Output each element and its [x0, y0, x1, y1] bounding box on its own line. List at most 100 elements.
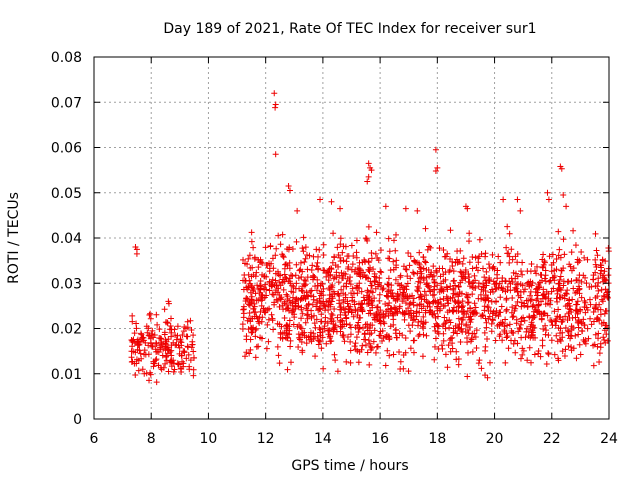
data-point-marker [438, 287, 445, 294]
data-point-marker [558, 165, 565, 172]
data-point-marker [156, 342, 163, 349]
data-point-marker [491, 281, 498, 288]
data-point-marker [463, 291, 470, 298]
data-point-marker [565, 328, 572, 335]
data-point-marker [325, 331, 332, 338]
data-point-marker [567, 335, 574, 342]
data-point-marker [518, 303, 525, 310]
data-point-marker [440, 337, 447, 344]
data-point-marker [371, 270, 378, 277]
data-point-marker [557, 314, 564, 321]
data-point-marker [535, 302, 542, 309]
data-point-marker [600, 292, 607, 299]
data-point-marker [506, 278, 513, 285]
data-point-marker [555, 325, 562, 332]
data-point-marker [592, 331, 599, 338]
data-point-marker [492, 337, 499, 344]
data-point-marker [416, 331, 423, 338]
data-point-marker [432, 327, 439, 334]
data-point-marker [478, 365, 485, 372]
data-point-marker [394, 308, 401, 315]
data-point-marker [526, 344, 533, 351]
data-point-marker [161, 306, 168, 313]
data-point-marker [384, 293, 391, 300]
data-point-marker [535, 284, 542, 291]
data-point-marker [303, 340, 310, 347]
data-point-marker [469, 348, 476, 355]
data-point-marker [297, 266, 304, 273]
data-point-marker [585, 335, 592, 342]
grid-lines [94, 57, 609, 419]
data-point-marker [434, 328, 441, 335]
data-point-marker [538, 277, 545, 284]
data-point-marker [504, 223, 511, 230]
data-point-marker [530, 302, 537, 309]
data-point-marker [405, 249, 412, 256]
data-point-marker [304, 274, 311, 281]
data-point-marker [539, 292, 546, 299]
data-point-marker [556, 276, 563, 283]
data-point-marker [485, 261, 492, 268]
data-point-marker [240, 306, 247, 313]
data-point-marker [530, 314, 537, 321]
data-point-marker [581, 321, 588, 328]
data-point-marker [280, 306, 287, 313]
data-point-marker [377, 268, 384, 275]
data-point-marker [514, 259, 521, 266]
data-point-marker [423, 332, 430, 339]
data-point-marker [469, 291, 476, 298]
y-tick-label: 0.08 [51, 50, 82, 66]
data-point-marker [545, 295, 552, 302]
data-point-marker [314, 287, 321, 294]
data-point-marker [345, 303, 352, 310]
data-point-marker [276, 278, 283, 285]
data-point-marker [497, 331, 504, 338]
data-point-marker [501, 328, 508, 335]
data-point-marker [475, 360, 482, 367]
data-point-marker [373, 229, 380, 236]
data-point-marker [368, 282, 375, 289]
data-point-marker [268, 283, 275, 290]
data-point-marker [447, 227, 454, 234]
data-point-marker [455, 307, 462, 314]
data-point-marker [509, 256, 516, 263]
data-point-marker [584, 256, 591, 263]
data-point-marker [475, 259, 482, 266]
data-point-marker [509, 295, 516, 302]
data-point-marker [597, 311, 604, 318]
data-point-marker [407, 307, 414, 314]
data-point-marker [402, 349, 409, 356]
data-point-marker [190, 366, 197, 373]
data-point-marker [319, 334, 326, 341]
data-point-marker [554, 338, 561, 345]
data-point-marker [291, 314, 298, 321]
data-point-marker [431, 291, 438, 298]
data-point-marker [386, 255, 393, 262]
data-point-marker [347, 359, 354, 366]
data-point-marker [489, 265, 496, 272]
data-point-marker [481, 307, 488, 314]
data-point-marker [359, 342, 366, 349]
data-point-marker [460, 255, 467, 262]
data-point-marker [529, 323, 536, 330]
data-point-marker [318, 311, 325, 318]
data-point-marker [368, 167, 375, 174]
data-point-marker [561, 353, 568, 360]
data-point-marker [368, 255, 375, 262]
data-point-marker [267, 242, 274, 249]
data-point-marker [385, 235, 392, 242]
data-point-marker [358, 346, 365, 353]
data-point-marker [506, 259, 513, 266]
x-tick-label: 12 [257, 431, 275, 447]
data-point-marker [551, 308, 558, 315]
data-point-marker [167, 322, 174, 329]
data-point-marker [388, 282, 395, 289]
data-point-marker [574, 259, 581, 266]
data-point-marker [446, 336, 453, 343]
data-point-marker [275, 232, 282, 239]
data-point-marker [553, 318, 560, 325]
data-point-marker [175, 342, 182, 349]
data-point-marker [338, 286, 345, 293]
data-point-marker [281, 315, 288, 322]
data-point-marker [153, 379, 160, 386]
